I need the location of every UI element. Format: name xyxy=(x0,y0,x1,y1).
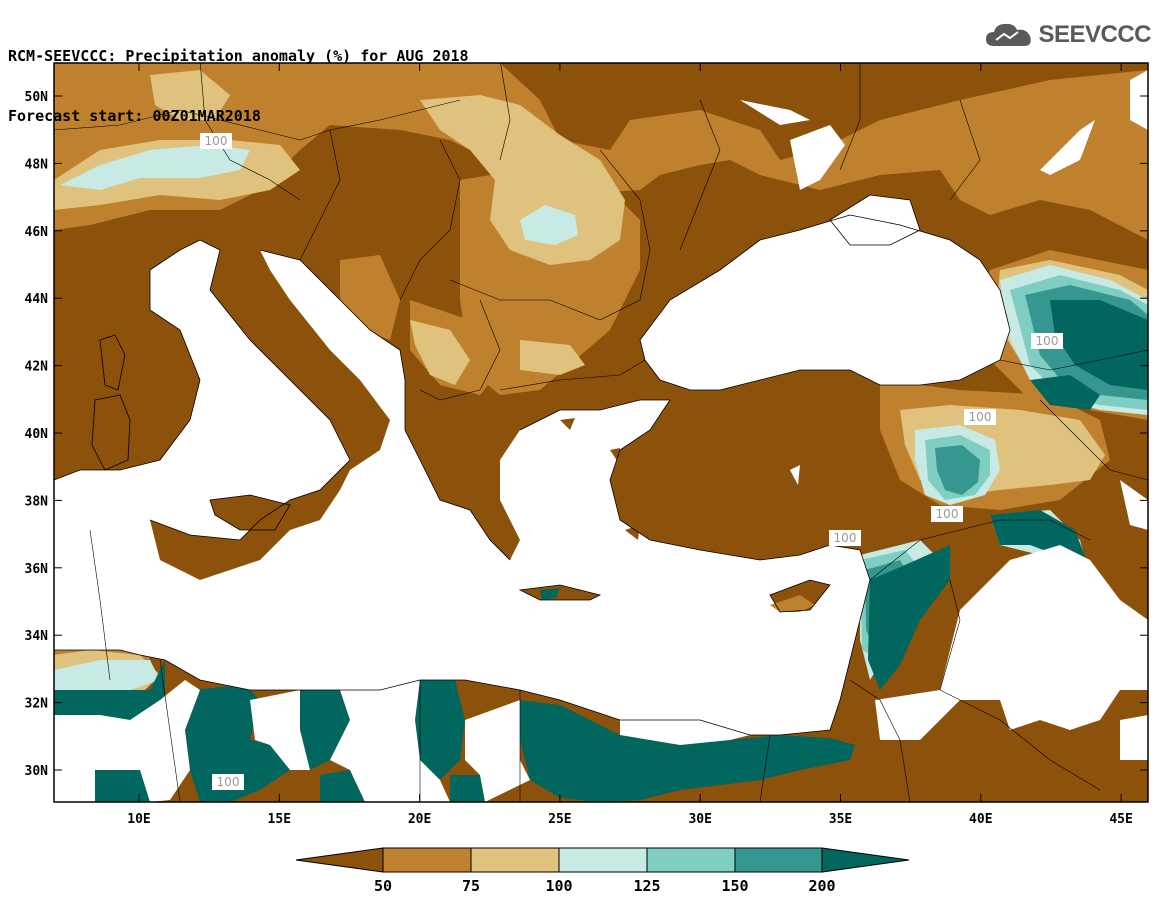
mediterranean-sea xyxy=(54,240,870,735)
title-line-2: Forecast start: 00Z01MAR2018 xyxy=(8,107,261,125)
islands xyxy=(92,335,830,612)
colorbar-segment xyxy=(558,847,648,873)
cloud-icon xyxy=(986,23,1032,46)
figure-title: RCM-SEEVCCC: Precipitation anomaly (%) f… xyxy=(8,6,469,146)
colorbar-label: 50 xyxy=(374,877,392,895)
longitude-axis: 10E 15E 20E 25E 30E 35E 40E 45E xyxy=(127,63,1133,827)
colorbar-label: 150 xyxy=(721,877,748,895)
colorbar-label: 125 xyxy=(633,877,660,895)
lat-tick-label: 34N xyxy=(25,629,49,644)
contour-label: 100 xyxy=(205,134,228,148)
lon-tick-label: 25E xyxy=(548,812,571,827)
lat-tick-label: 44N xyxy=(25,292,49,307)
sicily xyxy=(210,495,290,530)
contour-label: 100 xyxy=(834,531,857,545)
sardinia xyxy=(92,395,130,470)
lon-tick-label: 40E xyxy=(969,812,992,827)
colorbar-segment xyxy=(382,847,472,873)
country-borders xyxy=(54,63,1148,802)
contour-label: 100 xyxy=(969,410,992,424)
lon-tick-label: 30E xyxy=(688,812,711,827)
lat-tick-label: 50N xyxy=(25,90,49,105)
lat-tick-label: 42N xyxy=(25,360,49,375)
colorbar-segment xyxy=(646,847,736,873)
contour-label: 100 xyxy=(936,507,959,521)
caspian-sea xyxy=(1130,70,1148,130)
lon-tick-label: 45E xyxy=(1109,812,1132,827)
lat-tick-label: 32N xyxy=(25,697,49,712)
crete xyxy=(520,585,600,600)
lat-tick-label: 36N xyxy=(25,562,49,577)
corsica xyxy=(100,335,125,390)
colorbar: 50 75 100 125 150 200 xyxy=(295,847,910,895)
colorbar-label: 100 xyxy=(545,877,572,895)
lon-tick-label: 20E xyxy=(408,812,431,827)
colorbar-segment xyxy=(470,847,560,873)
lat-tick-label: 46N xyxy=(25,225,49,240)
lon-tick-label: 35E xyxy=(829,812,852,827)
lat-tick-label: 30N xyxy=(25,764,49,779)
lat-tick-label: 48N xyxy=(25,157,49,172)
lat-tick-label: 40N xyxy=(25,427,49,442)
contour-label: 100 xyxy=(1036,334,1059,348)
title-line-1: RCM-SEEVCCC: Precipitation anomaly (%) f… xyxy=(8,47,469,65)
colorbar-segment xyxy=(734,847,823,873)
contour-labels: 100 100 100 100 100 100 xyxy=(200,133,1063,790)
colorbar-label: 200 xyxy=(808,877,835,895)
lat-tick-label: 38N xyxy=(25,494,49,509)
lon-tick-label: 10E xyxy=(127,812,150,827)
colorbar-upper-arrow xyxy=(821,847,910,873)
map-plot-area: 100 100 100 100 100 100 xyxy=(54,63,1148,802)
logo-text: SEEVCCC xyxy=(1038,21,1151,48)
island-shading xyxy=(540,588,815,612)
colorbar-lower-arrow xyxy=(295,847,384,873)
anomaly-above-200 xyxy=(54,300,1148,802)
seevccc-logo: SEEVCCC xyxy=(984,20,1151,50)
latitude-axis: 50N 48N 46N 44N 42N 40N 38N 36N 34N 32N 30N xyxy=(25,90,1148,779)
no-data-areas xyxy=(54,465,1148,802)
lon-tick-label: 15E xyxy=(268,812,291,827)
sea xyxy=(54,70,1148,735)
contour-label: 100 xyxy=(217,775,240,789)
black-sea xyxy=(640,215,1010,390)
colorbar-label: 75 xyxy=(462,877,480,895)
